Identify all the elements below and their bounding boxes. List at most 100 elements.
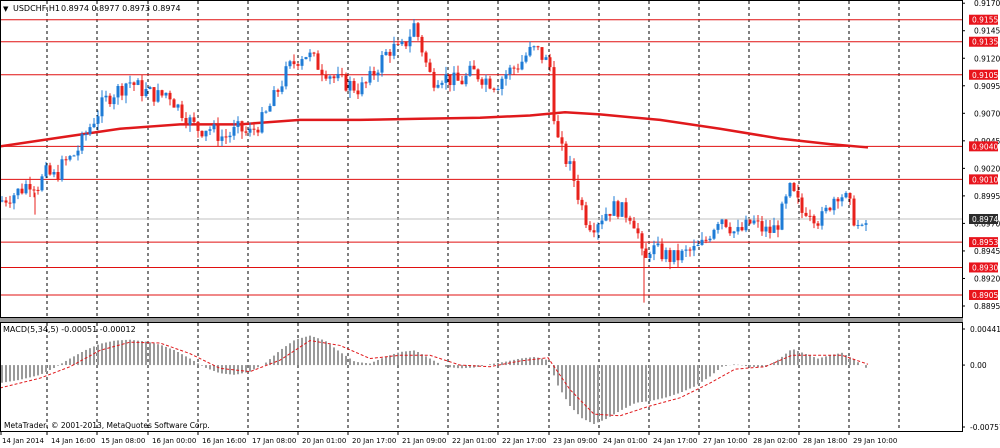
bull-candle bbox=[400, 41, 404, 45]
bear-candle bbox=[356, 90, 360, 95]
bear-candle bbox=[548, 57, 552, 68]
bear-candle bbox=[36, 189, 40, 191]
bear-candle bbox=[252, 128, 256, 130]
bull-candle bbox=[496, 89, 500, 91]
bull-candle bbox=[528, 46, 532, 56]
bear-candle bbox=[120, 86, 124, 96]
bear-candle bbox=[344, 74, 348, 91]
bull-candle bbox=[148, 87, 152, 90]
price-panel-border bbox=[0, 0, 963, 318]
support-resistance-lines[interactable] bbox=[0, 19, 962, 296]
ohlc-label: 0.8974 0.8977 0.8973 0.8974 bbox=[61, 4, 181, 13]
macd-indicator-label: MACD(5,34,5) -0.00051 -0.00012 bbox=[3, 325, 136, 334]
bull-candle bbox=[612, 201, 616, 216]
bull-candle bbox=[128, 82, 132, 84]
bull-candle bbox=[236, 121, 240, 127]
price-tick-label: 0.9095 bbox=[974, 82, 1000, 91]
bull-candle bbox=[840, 197, 844, 202]
bear-candle bbox=[576, 180, 580, 200]
bear-candle bbox=[628, 217, 632, 221]
bear-candle bbox=[132, 82, 136, 85]
bull-candle bbox=[736, 227, 740, 232]
bull-candle bbox=[824, 207, 828, 212]
bull-candle bbox=[780, 203, 784, 230]
bull-candle bbox=[268, 105, 272, 112]
bull-candle bbox=[568, 161, 572, 164]
bear-candle bbox=[560, 137, 564, 144]
price-panel[interactable]: 0.91700.91450.91200.90950.90700.90450.90… bbox=[0, 0, 1000, 317]
bear-candle bbox=[256, 129, 260, 133]
bull-candle bbox=[96, 116, 100, 124]
bear-candle bbox=[396, 43, 400, 45]
bear-candle bbox=[644, 248, 648, 258]
bull-candle bbox=[232, 126, 236, 136]
time-tick-label: 16 Jan 16:00 bbox=[202, 437, 246, 445]
bear-candle bbox=[476, 69, 480, 80]
bear-candle bbox=[688, 249, 692, 251]
bull-candle bbox=[820, 211, 824, 226]
bear-candle bbox=[588, 225, 592, 231]
bull-candle bbox=[500, 78, 504, 90]
bear-candle bbox=[108, 95, 112, 105]
bull-candle bbox=[392, 43, 396, 56]
bull-candle bbox=[700, 239, 704, 245]
bear-candle bbox=[416, 23, 420, 37]
bull-candle bbox=[300, 59, 304, 66]
macd-panel[interactable]: 0.00441 0.00 -0.00757 bbox=[0, 323, 1000, 432]
bear-candle bbox=[488, 78, 492, 89]
bull-candle bbox=[336, 74, 340, 79]
bull-candle bbox=[348, 81, 352, 91]
bear-candle bbox=[624, 202, 628, 218]
macd-signal-line bbox=[0, 340, 869, 417]
level-price-tag-label: 0.8905 bbox=[972, 291, 998, 300]
symbol-label: USDCHF,H1 bbox=[13, 4, 60, 13]
bear-candle bbox=[796, 190, 800, 198]
bull-candle bbox=[684, 249, 688, 251]
bull-candle bbox=[104, 95, 108, 98]
chart-menu-icon[interactable]: ▼ bbox=[3, 5, 9, 13]
bear-candle bbox=[792, 182, 796, 191]
bear-candle bbox=[216, 124, 220, 141]
bull-candle bbox=[532, 46, 536, 48]
bear-candle bbox=[748, 219, 752, 224]
bear-candle bbox=[8, 202, 12, 204]
bull-candle bbox=[52, 171, 56, 175]
bear-candle bbox=[4, 200, 8, 203]
bull-candle bbox=[44, 165, 48, 177]
panel-separator[interactable] bbox=[0, 318, 963, 322]
bear-candle bbox=[388, 51, 392, 56]
bull-candle bbox=[12, 195, 16, 204]
bear-candle bbox=[516, 68, 520, 70]
price-tick-label: 0.9020 bbox=[974, 164, 1000, 173]
bull-candle bbox=[716, 224, 720, 230]
bull-candle bbox=[40, 176, 44, 191]
bull-candle bbox=[144, 89, 148, 96]
bull-candle bbox=[788, 182, 792, 197]
bear-candle bbox=[160, 90, 164, 96]
bear-candle bbox=[636, 228, 640, 234]
bear-candle bbox=[536, 46, 540, 48]
bull-candle bbox=[440, 82, 444, 85]
bull-candle bbox=[384, 51, 388, 56]
time-tick-label: 27 Jan 10:00 bbox=[703, 437, 747, 445]
bear-candle bbox=[816, 223, 820, 226]
bull-candle bbox=[856, 224, 860, 226]
current-price-tag-label: 0.8974 bbox=[972, 215, 998, 224]
price-grid bbox=[0, 1, 962, 317]
bear-candle bbox=[480, 79, 484, 85]
bear-candle bbox=[768, 226, 772, 233]
bull-candle bbox=[620, 202, 624, 217]
bear-candle bbox=[172, 99, 176, 108]
bull-candle bbox=[652, 245, 656, 255]
price-tick-label: 0.9120 bbox=[974, 54, 1000, 63]
bear-candle bbox=[584, 205, 588, 226]
bull-candle bbox=[16, 188, 20, 196]
bull-candle bbox=[280, 86, 284, 92]
level-price-tag bbox=[969, 14, 998, 25]
time-tick-label: 24 Jan 17:00 bbox=[653, 437, 697, 445]
bear-candle bbox=[276, 90, 280, 92]
bull-candle bbox=[88, 127, 92, 135]
bear-candle bbox=[540, 47, 544, 60]
bull-candle bbox=[508, 67, 512, 75]
